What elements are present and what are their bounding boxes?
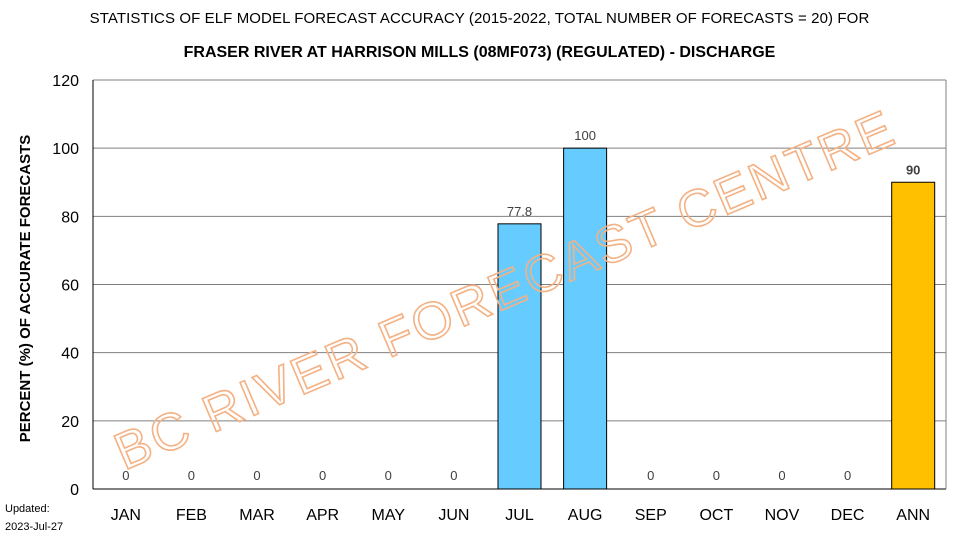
- x-tick-label-oct: OCT: [699, 507, 733, 524]
- y-tick-label: 20: [61, 414, 79, 431]
- x-tick-label-aug: AUG: [568, 507, 603, 524]
- data-label-may: 0: [385, 468, 392, 483]
- data-label-feb: 0: [188, 468, 195, 483]
- bar-ann: [891, 181, 936, 490]
- data-label-aug: 100: [574, 128, 596, 143]
- x-tick-label-sep: SEP: [635, 507, 667, 524]
- data-label-oct: 0: [713, 468, 720, 483]
- data-label-ann: 90: [906, 162, 920, 177]
- x-tick-label-mar: MAR: [239, 507, 275, 524]
- data-label-dec: 0: [844, 468, 851, 483]
- y-tick-label: 40: [61, 346, 79, 363]
- chart-subtitle: FRASER RIVER AT HARRISON MILLS (08MF073)…: [183, 44, 776, 61]
- data-label-mar: 0: [253, 468, 260, 483]
- chart-title: STATISTICS OF ELF MODEL FORECAST ACCURAC…: [89, 10, 870, 27]
- bar-aug: [563, 147, 608, 490]
- x-tick-label-nov: NOV: [765, 507, 800, 524]
- updated-date: 2023-Jul-27: [5, 521, 64, 533]
- x-tick-label-may: MAY: [372, 507, 406, 524]
- data-label-jan: 0: [122, 468, 129, 483]
- data-label-jul: 77.8: [507, 204, 532, 219]
- y-tick-label: 120: [52, 73, 79, 90]
- data-label-nov: 0: [778, 468, 785, 483]
- y-tick-label: 60: [61, 278, 79, 295]
- data-label-jun: 0: [450, 468, 457, 483]
- x-tick-label-dec: DEC: [831, 507, 865, 524]
- y-axis-label: PERCENT (%) OF ACCURATE FORECASTS: [17, 135, 34, 443]
- x-tick-label-jun: JUN: [438, 507, 469, 524]
- updated-label: Updated:: [5, 503, 50, 515]
- data-label-apr: 0: [319, 468, 326, 483]
- y-tick-label: 100: [52, 141, 79, 158]
- x-tick-label-jul: JUL: [505, 507, 534, 524]
- y-tick-label: 80: [61, 209, 79, 226]
- y-tick-label: 0: [70, 482, 79, 499]
- x-tick-label-feb: FEB: [176, 507, 207, 524]
- x-tick-label-ann: ANN: [896, 507, 930, 524]
- x-tick-label-apr: APR: [306, 507, 339, 524]
- data-label-sep: 0: [647, 468, 654, 483]
- x-tick-label-jan: JAN: [111, 507, 141, 524]
